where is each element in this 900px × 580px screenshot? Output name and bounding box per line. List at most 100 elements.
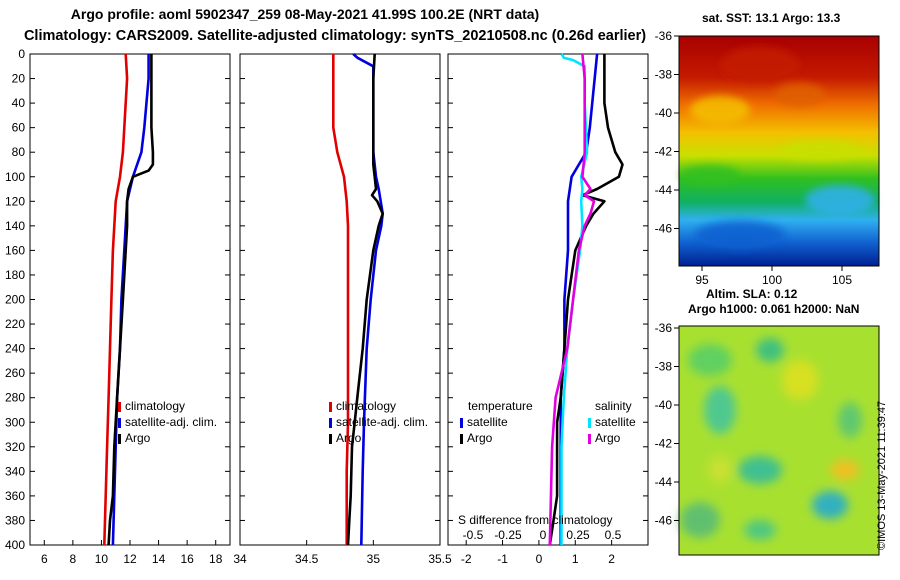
depth-tick-label: 360 (5, 489, 25, 503)
legend3-sal-argo-label: Argo (595, 431, 621, 445)
sst-lon-label: 105 (832, 273, 852, 287)
x-tick-label: 10 (95, 552, 109, 566)
legend-climatology-swatch (118, 402, 121, 412)
legend3-temperature-title: temperature (468, 399, 533, 413)
x-tick-label: 34 (233, 552, 247, 566)
legend-satellite-swatch (118, 418, 121, 428)
x-tick-label: 14 (152, 552, 166, 566)
sla-lat-label: -38 (655, 360, 673, 374)
salinity-diff-tick-label: 0.5 (605, 528, 622, 542)
legend2-climatology-label: climatology (336, 399, 396, 413)
sla-lat-label: -46 (655, 514, 673, 528)
x-tick-label: 35 (367, 552, 381, 566)
salinity-panel: 34 34.5 35 35.5 (233, 53, 452, 566)
legend2-argo-swatch (329, 434, 332, 444)
sst-lon-label: 95 (695, 273, 709, 287)
x-tick-label: 35.5 (428, 552, 452, 566)
depth-tick-label: 400 (5, 538, 25, 552)
depth-tick-label: 200 (5, 293, 25, 307)
legend3-temp-argo-label: Argo (467, 431, 493, 445)
legend3-sal-satellite-label: satellite (595, 415, 636, 429)
legend2-climatology-swatch (329, 402, 332, 412)
series-line-satellite-adj-clim- (111, 54, 150, 546)
sst-lat-label: -44 (655, 183, 673, 197)
legend3-sal-argo-swatch (588, 434, 591, 444)
depth-tick-label: 300 (5, 415, 25, 429)
x-tick-label: 6 (41, 552, 48, 566)
sst-lat-label: -40 (655, 106, 673, 120)
legend3-temp-satellite-label: satellite (467, 415, 508, 429)
sla-lat-label: -42 (655, 437, 673, 451)
depth-tick-label: 260 (5, 366, 25, 380)
legend-difference: temperature satellite Argo salinity sate… (458, 399, 636, 527)
legend2-satellite-swatch (329, 418, 332, 428)
legend2-argo-label: Argo (336, 431, 362, 445)
x-tick-label: 0 (536, 552, 543, 566)
depth-tick-label: 380 (5, 513, 25, 527)
sst-lat-label: -38 (655, 68, 673, 82)
title-line-2: Climatology: CARS2009. Satellite-adjuste… (23, 28, 647, 44)
legend2-satellite-label: satellite-adj. clim. (336, 415, 428, 429)
x-tick-label: 8 (70, 552, 77, 566)
depth-tick-label: 60 (12, 121, 26, 135)
sla-map-title-2: Argo h1000: 0.061 h2000: NaN (688, 302, 860, 316)
sst-map (678, 35, 880, 267)
temperature-panel: 6 8 10 12 14 16 18 (29, 53, 231, 566)
depth-tick-label: 140 (5, 219, 25, 233)
sst-lat-label: -46 (655, 222, 673, 236)
x-tick-label: -2 (461, 552, 472, 566)
sst-lon-label: 100 (762, 273, 782, 287)
legend3-sal-satellite-swatch (588, 418, 591, 428)
panel-frame (239, 53, 441, 546)
series-line-argo (107, 54, 155, 546)
salinity-diff-tick-label: -0.25 (494, 528, 522, 542)
series-line-salinity-argo (548, 53, 596, 546)
sla-map-title-1: Altim. SLA: 0.12 (706, 287, 798, 301)
depth-tick-label: 280 (5, 391, 25, 405)
imos-credit: ©IMOS 13-May-2021 11:39:47 (876, 400, 888, 550)
x-tick-label: 1 (572, 552, 579, 566)
legend-argo-label: Argo (125, 431, 151, 445)
depth-tick-label: 340 (5, 464, 25, 478)
sla-lat-label: -40 (655, 398, 673, 412)
sst-map-title: sat. SST: 13.1 Argo: 13.3 (702, 11, 841, 25)
legend3-temp-satellite-swatch (460, 418, 463, 428)
sst-lat-label: -36 (655, 29, 673, 43)
x-tick-label: 16 (180, 552, 194, 566)
series-line-temperature-argo (548, 54, 624, 546)
difference-panel: -2 -1 0 1 2 -0.5 -0.25 0 0.25 0.5 (447, 53, 649, 566)
depth-tick-label: 100 (5, 170, 25, 184)
legend-temperature: climatology satellite-adj. clim. Argo (118, 399, 217, 445)
x-tick-label: 18 (209, 552, 223, 566)
x-tick-label: 12 (123, 552, 137, 566)
sla-lat-label: -36 (655, 321, 673, 335)
sla-map (678, 325, 880, 556)
title-line-1: Argo profile: aoml 5902347_259 08-May-20… (70, 6, 540, 22)
difference-xlabel: S difference from climatology (458, 513, 613, 527)
sla-lat-label: -44 (655, 475, 673, 489)
depth-tick-label: 160 (5, 243, 25, 257)
legend-climatology-label: climatology (125, 399, 185, 413)
panel-frame (447, 53, 649, 546)
salinity-diff-tick-label: 0.25 (566, 528, 590, 542)
legend3-temp-argo-swatch (460, 434, 463, 444)
sst-lat-label: -42 (655, 145, 673, 159)
x-tick-label: 34.5 (295, 552, 319, 566)
legend-argo-swatch (118, 434, 121, 444)
depth-tick-label: 20 (12, 72, 26, 86)
depth-tick-label: 220 (5, 317, 25, 331)
x-tick-label: -1 (497, 552, 508, 566)
series-line-temperature-satellite (559, 53, 599, 545)
legend-satellite-label: satellite-adj. clim. (125, 415, 217, 429)
depth-tick-label: 40 (12, 96, 26, 110)
depth-tick-label: 180 (5, 268, 25, 282)
salinity-diff-tick-label: 0 (540, 528, 547, 542)
legend-salinity: climatology satellite-adj. clim. Argo (329, 399, 428, 445)
salinity-diff-tick-label: -0.5 (463, 528, 484, 542)
series-line-argo (346, 53, 385, 546)
x-tick-label: 2 (608, 552, 615, 566)
series-line-salinity-satellite (560, 53, 589, 545)
depth-tick-label: 120 (5, 194, 25, 208)
depth-tick-label: 0 (18, 47, 25, 61)
